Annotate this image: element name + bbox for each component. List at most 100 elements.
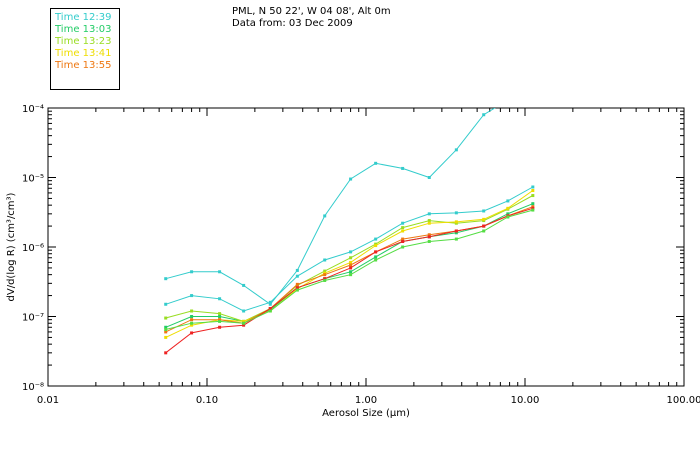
data-point	[190, 309, 194, 313]
x-tick-label: 100.00	[667, 395, 700, 406]
data-point	[374, 255, 378, 259]
data-point	[427, 176, 431, 179]
data-point	[218, 312, 222, 316]
data-point	[482, 113, 486, 117]
x-tick-label: 0.01	[37, 395, 59, 406]
data-point	[531, 206, 535, 210]
data-point	[164, 335, 168, 339]
legend-entry: Time 13:23	[55, 36, 112, 47]
y-tick-label: 10⁻⁵	[22, 174, 44, 185]
data-point	[374, 237, 378, 241]
data-point	[531, 202, 535, 206]
series-line	[165, 186, 534, 312]
series-line	[165, 207, 533, 354]
data-point	[218, 270, 222, 274]
data-point	[164, 325, 168, 329]
data-point	[242, 321, 246, 325]
data-point	[323, 278, 327, 282]
legend-box: Time 12:39 Time 13:03 Time 13:23 Time 13:41…	[50, 8, 120, 90]
data-point	[164, 328, 168, 332]
data-point	[401, 226, 405, 230]
y-tick-label: 10⁻⁴	[22, 104, 44, 115]
data-point	[349, 263, 353, 267]
data-point	[218, 297, 222, 301]
y-tick-label: 10⁻⁷	[22, 313, 44, 324]
data-point	[531, 208, 535, 212]
data-point	[190, 323, 194, 327]
legend-entry: Time 12:39	[55, 12, 112, 23]
data-point	[427, 212, 431, 216]
y-axis-ticks: 10⁻⁸ 10⁻⁷ 10⁻⁶ 10⁻⁵ 10⁻⁴	[22, 104, 684, 393]
data-point	[454, 231, 458, 235]
data-point	[295, 288, 299, 292]
data-point	[190, 331, 194, 335]
data-point	[323, 273, 327, 277]
legend-entry: Time 13:55	[55, 60, 112, 71]
x-tick-label: 10.00	[511, 395, 540, 406]
chart-title: PML, N 50 22', W 04 08', Alt 0m	[232, 6, 391, 17]
data-point	[242, 319, 246, 323]
data-point	[190, 270, 194, 274]
data-point	[218, 318, 222, 322]
data-point	[295, 274, 299, 278]
data-point	[427, 221, 431, 225]
plot-frame	[47, 107, 685, 387]
data-point	[164, 316, 168, 320]
data-point	[323, 258, 327, 262]
data-point	[190, 294, 194, 298]
data-point	[401, 221, 405, 225]
data-point	[349, 270, 353, 274]
data-point	[531, 185, 535, 189]
data-point	[268, 309, 272, 313]
data-point	[323, 277, 327, 281]
data-point	[454, 237, 458, 241]
data-point	[349, 177, 353, 181]
x-tick-label: 1.00	[355, 395, 377, 406]
data-point	[482, 217, 486, 221]
data-point	[242, 283, 246, 287]
data-point	[374, 258, 378, 262]
data-point	[164, 277, 168, 281]
data-point	[374, 250, 378, 254]
chart-title-block: PML, N 50 22', W 04 08', Alt 0m Data from…	[232, 6, 391, 30]
data-point	[349, 260, 353, 264]
data-point	[531, 194, 535, 198]
data-point	[506, 206, 510, 210]
data-point	[218, 325, 222, 329]
data-point	[190, 315, 194, 318]
data-point	[401, 239, 405, 243]
data-point	[454, 148, 458, 152]
data-point	[349, 250, 353, 254]
data-point	[401, 245, 405, 249]
data-point	[268, 307, 272, 311]
data-point	[427, 235, 431, 239]
data-point	[349, 273, 353, 277]
data-point	[268, 300, 272, 304]
data-point	[374, 244, 378, 248]
data-point	[401, 237, 405, 241]
data-point	[323, 269, 327, 273]
data-point	[427, 233, 431, 237]
data-point	[401, 229, 405, 233]
data-point	[218, 319, 222, 323]
series-group	[164, 108, 535, 355]
data-point	[218, 315, 222, 318]
data-point	[506, 199, 510, 203]
data-point	[295, 282, 299, 286]
data-point	[454, 220, 458, 224]
data-point	[374, 161, 378, 165]
data-point	[531, 205, 535, 209]
data-point	[401, 166, 405, 170]
y-tick-label: 10⁻⁸	[22, 382, 44, 393]
data-point	[349, 256, 353, 260]
x-tick-label: 0.10	[196, 395, 218, 406]
data-point	[268, 302, 272, 306]
data-point	[427, 239, 431, 243]
data-point	[242, 309, 246, 313]
data-point	[482, 224, 486, 228]
data-point	[482, 209, 486, 213]
data-point	[323, 214, 327, 218]
data-point	[506, 212, 510, 216]
x-axis-ticks: 0.01 0.10 1.00 10.00 100.00	[37, 108, 700, 406]
